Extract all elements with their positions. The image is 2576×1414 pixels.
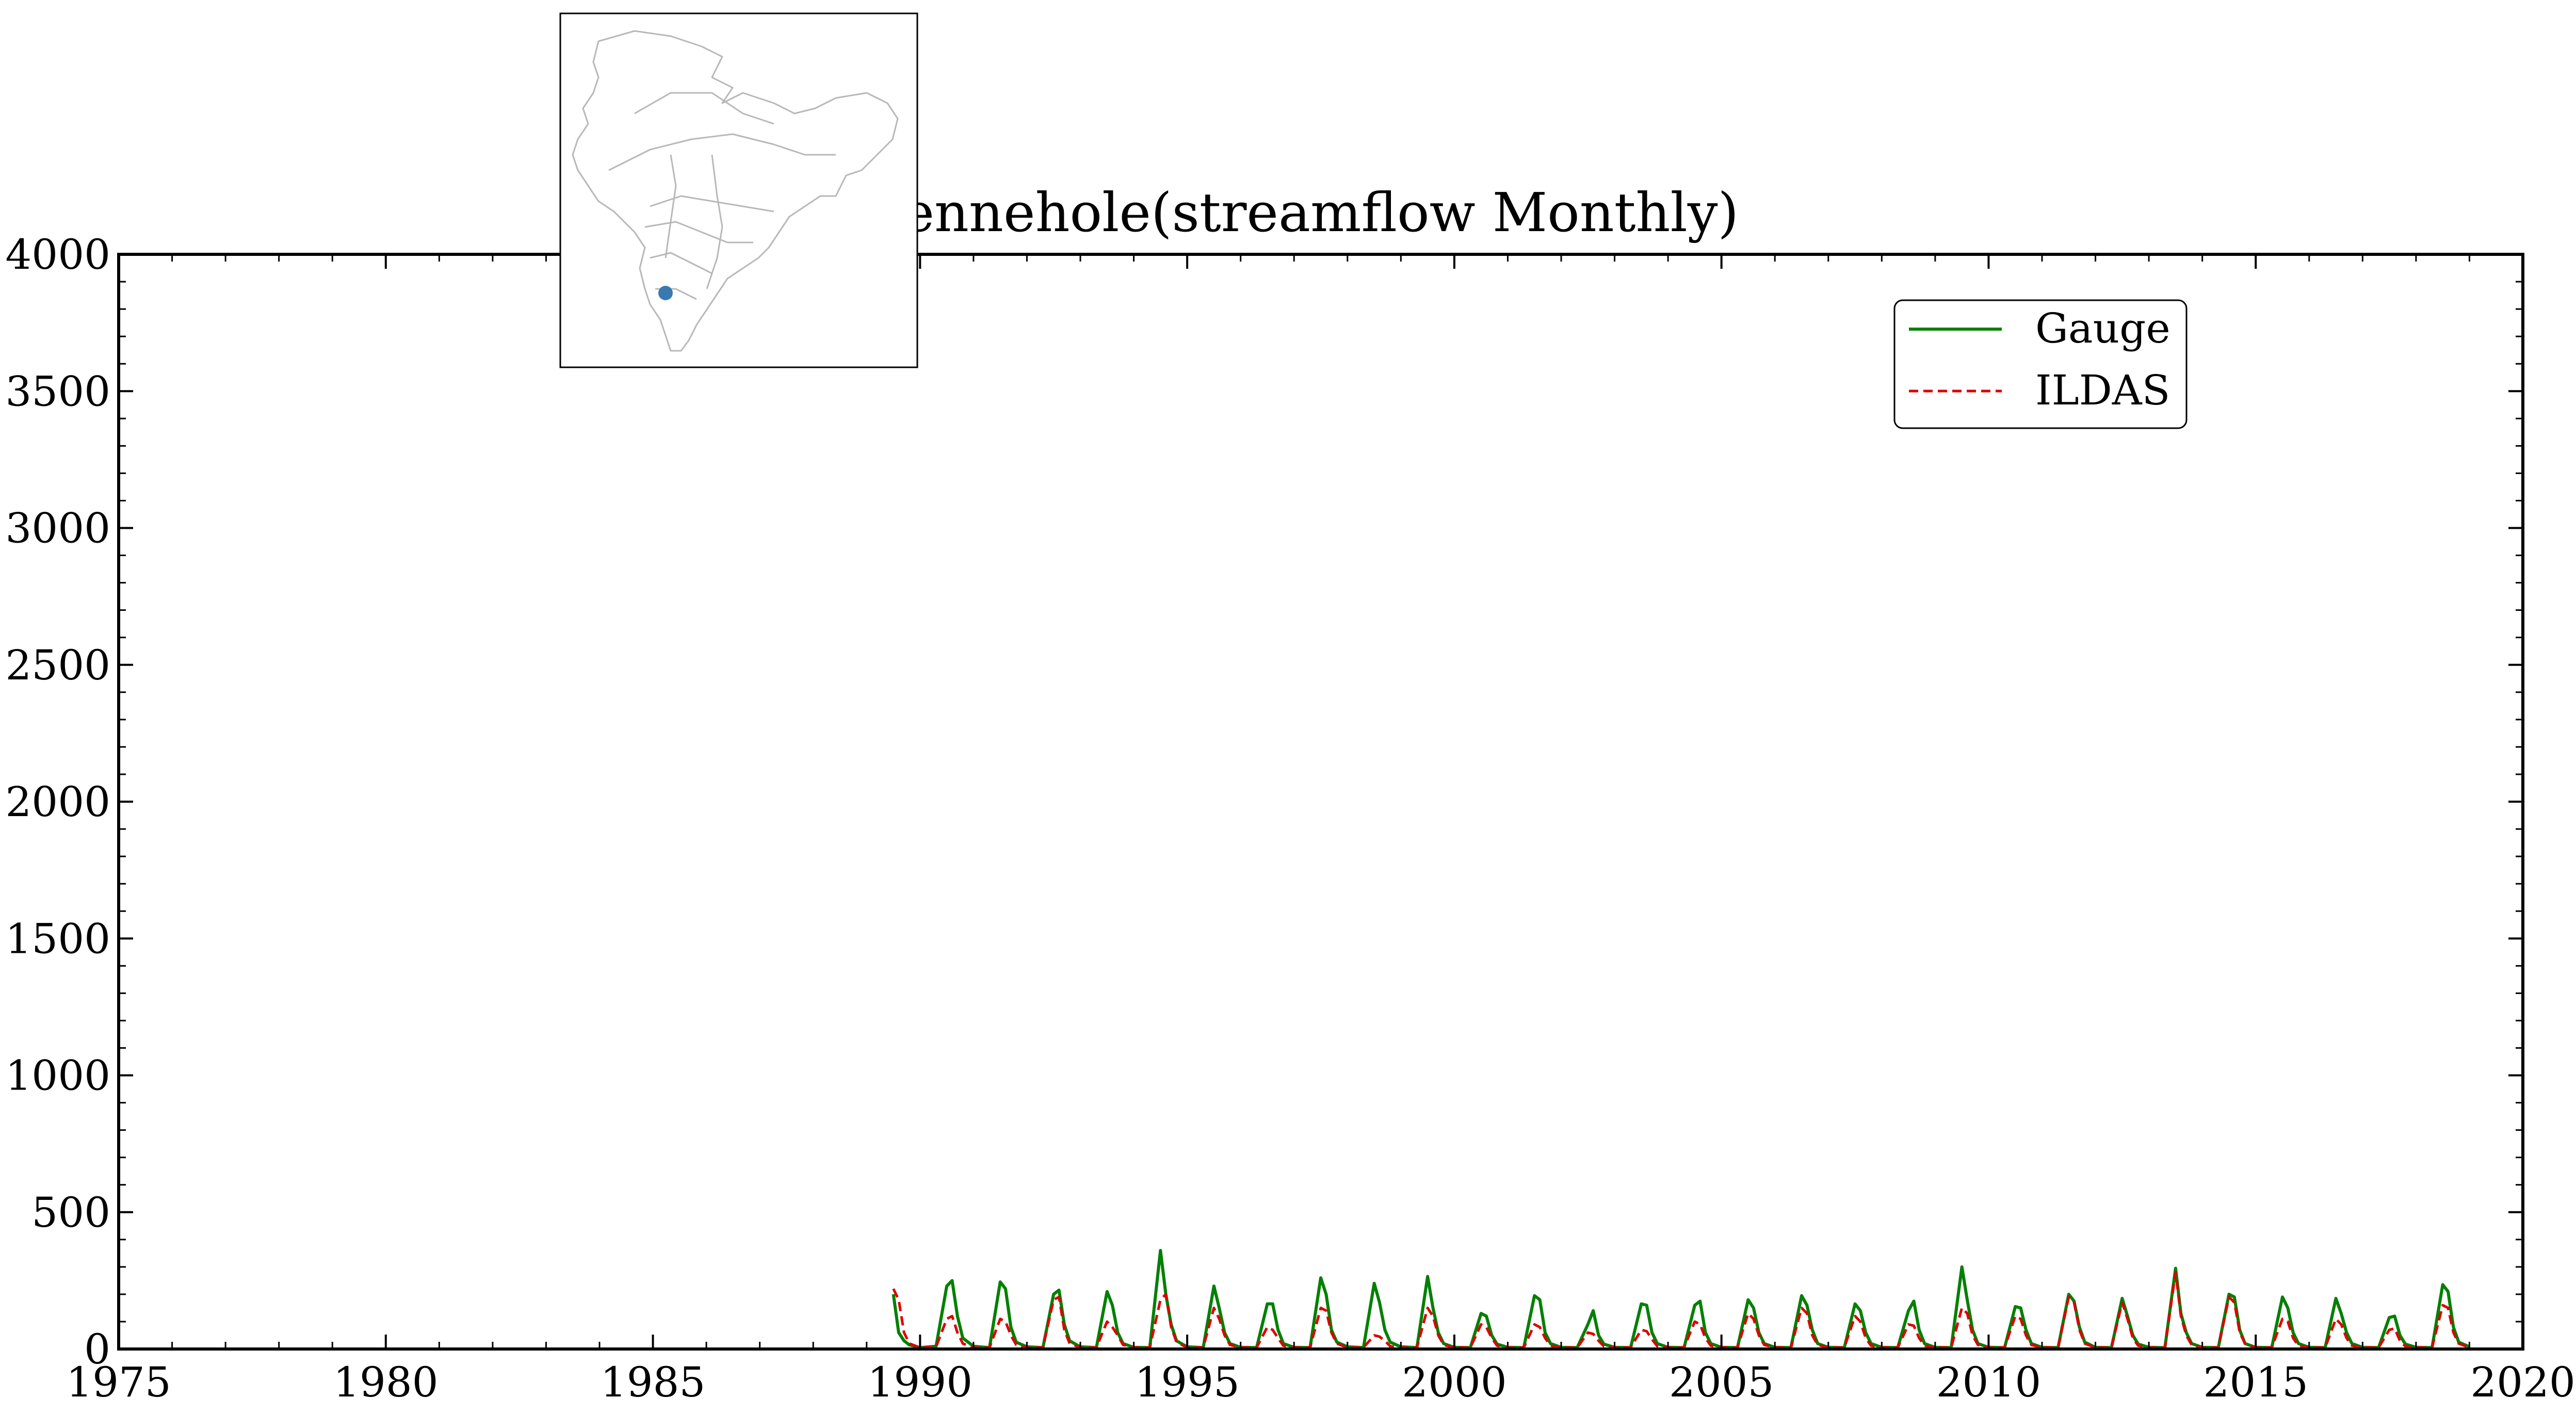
x-tick-label: 1985 (601, 1358, 706, 1406)
y-tick-label: 3000 (5, 505, 110, 552)
x-tick-label: 1980 (333, 1358, 439, 1406)
inset-map (559, 12, 918, 368)
axes: 1975 1980 1985 1990 1995 2000 2005 2010 2015 2020… (5, 231, 2575, 1406)
y-tick-label: 500 (31, 1189, 110, 1237)
legend-box (1893, 299, 2188, 429)
x-tick-label: 2020 (2470, 1358, 2575, 1406)
x-tick-label: 2010 (1936, 1358, 2042, 1406)
x-tick-label: 1975 (66, 1358, 171, 1406)
y-tick-label: 1000 (5, 1052, 110, 1100)
x-tick-label: 1995 (1135, 1358, 1240, 1406)
legend: Gauge ILDAS (1893, 299, 2188, 429)
south-asia-basin-map-icon (572, 30, 899, 352)
y-tick-label: 1500 (5, 915, 110, 963)
y-tick-label: 2500 (5, 641, 110, 689)
x-tick-label: 2000 (1402, 1358, 1507, 1406)
legend-label-gauge: Gauge (2035, 304, 2170, 352)
y-tick-label: 4000 (5, 231, 110, 279)
x-tick-label: 2005 (1669, 1358, 1774, 1406)
x-tick-label: 1990 (868, 1358, 973, 1406)
chart-title: Yennehole(streamflow Monthly) (871, 181, 1739, 244)
y-tick-label: 2000 (5, 778, 110, 826)
legend-label-ildas: ILDAS (2035, 366, 2170, 414)
y-tick-label: 3500 (5, 367, 110, 415)
y-tick-label: 0 (84, 1325, 110, 1373)
x-tick-label: 2015 (2203, 1358, 2308, 1406)
inset-map-frame (559, 12, 918, 368)
gauge-location-marker (658, 286, 673, 300)
